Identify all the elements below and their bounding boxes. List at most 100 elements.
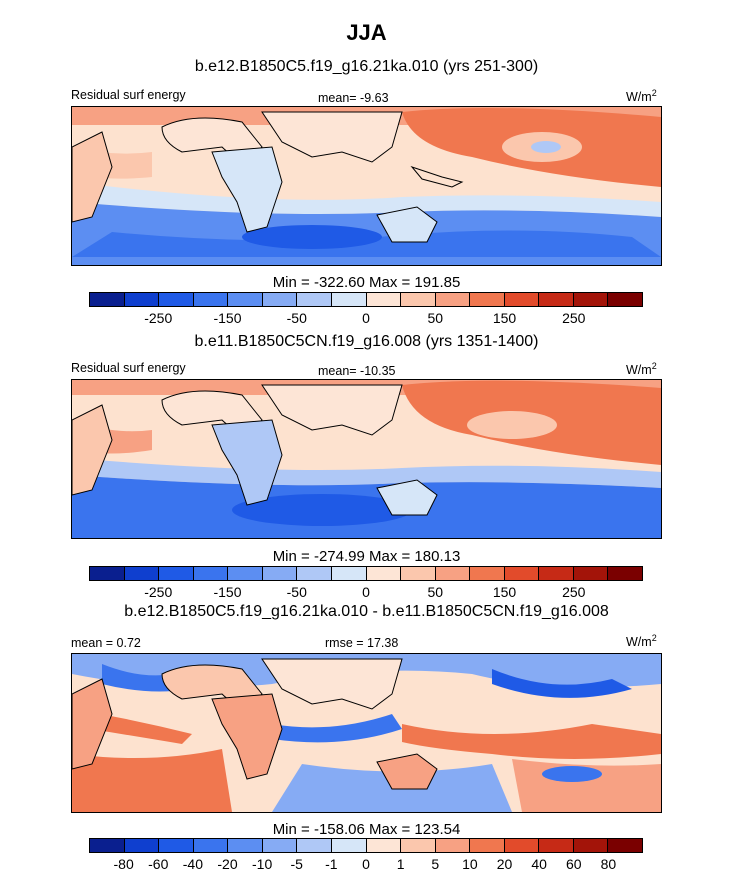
colorbar-cell [193,839,229,852]
colorbar-cell [504,567,540,580]
colorbar-tick-label: 50 [427,584,444,600]
panel-3-center-label: rmse = 17.38 [325,636,399,650]
colorbar-tick-label: -50 [286,584,307,600]
colorbar-cell [124,567,160,580]
colorbar-tick-label: -40 [182,856,203,872]
panel-2-contour-field [72,380,661,538]
panel-3-colorbar-ticks: -80 -60 -40 -20 -10 -5 -1 0 1 5 10 20 40 60 80 [0,856,733,876]
colorbar-tick-label: -1 [325,856,338,872]
colorbar-cell [539,567,574,580]
colorbar-cell [331,293,367,306]
panel-1-left-label: Residual surf energy [71,88,186,102]
colorbar-tick-label: 250 [562,584,586,600]
colorbar-cell [470,567,505,580]
panel-1-colorbar [89,292,643,307]
colorbar-cell [159,567,194,580]
colorbar-cell [539,839,574,852]
colorbar-cell [366,839,402,852]
colorbar-tick-label: -250 [144,310,173,326]
panel-1-minmax: Min = -322.60 Max = 191.85 [272,274,461,291]
colorbar-cell [228,839,263,852]
panel-2-units: W/m2 [626,361,657,378]
colorbar-cell [90,567,125,580]
colorbar-tick-label: -150 [213,310,242,326]
colorbar-cell [297,293,332,306]
colorbar-tick-label: 250 [562,310,586,326]
colorbar-tick-label: 10 [462,856,478,872]
colorbar-cell [608,293,642,306]
colorbar-tick-label: 50 [427,310,444,326]
colorbar-tick-label: 5 [431,856,440,872]
colorbar-cell [262,839,298,852]
colorbar-cell [401,567,436,580]
panel-2-subtitle: b.e11.B1850C5CN.f19_g16.008 (yrs 1351-14… [194,333,539,350]
panel-2-minmax: Min = -274.99 Max = 180.13 [272,548,461,565]
colorbar-tick-label: -10 [252,856,273,872]
colorbar-cell [366,293,402,306]
panel-3-minmax: Min = -158.06 Max = 123.54 [272,821,461,838]
panel-1-colorbar-ticks: -250 -150 -50 0 50 150 250 [0,310,733,330]
panel-2-colorbar-ticks: -250 -150 -50 0 50 150 250 [0,584,733,604]
colorbar-tick-label: 60 [565,856,582,872]
colorbar-cell [366,567,402,580]
colorbar-tick-label: 80 [600,856,617,872]
panel-1-units: W/m2 [626,88,657,105]
colorbar-cell [331,839,367,852]
colorbar-cell [90,293,125,306]
colorbar-cell [159,293,194,306]
colorbar-cell [262,567,298,580]
colorbar-cell [608,839,642,852]
colorbar-cell [401,293,436,306]
colorbar-cell [401,839,436,852]
colorbar-cell [193,567,229,580]
panel-1-subtitle: b.e12.B1850C5.f19_g16.21ka.010 (yrs 251-… [194,58,539,75]
panel-2-left-label: Residual surf energy [71,361,186,375]
panel-2-center-label: mean= -10.35 [318,364,396,378]
colorbar-cell [124,839,160,852]
colorbar-cell [573,839,609,852]
colorbar-cell [435,567,471,580]
colorbar-cell [470,293,505,306]
colorbar-cell [608,567,642,580]
colorbar-tick-label: -50 [286,310,307,326]
colorbar-cell [228,567,263,580]
colorbar-tick-label: 150 [492,584,517,600]
colorbar-tick-label: -5 [290,856,303,872]
colorbar-tick-label: 1 [396,856,405,872]
colorbar-cell [159,839,194,852]
colorbar-cell [297,567,332,580]
colorbar-tick-label: 150 [492,310,517,326]
colorbar-cell [504,293,540,306]
panel-1-center-label: mean= -9.63 [318,91,389,105]
colorbar-cell [573,567,609,580]
panel-3-contour-field [72,654,661,812]
colorbar-tick-label: 20 [496,856,513,872]
panel-3-units: W/m2 [626,633,657,650]
colorbar-cell [193,293,229,306]
panel-1-contour-field [72,107,661,265]
colorbar-cell [573,293,609,306]
colorbar-cell [90,839,125,852]
colorbar-tick-label: -150 [213,584,242,600]
colorbar-tick-label: 0 [362,310,370,326]
colorbar-tick-label: 0 [362,856,370,872]
panel-3-left-label: mean = 0.72 [71,636,141,650]
colorbar-tick-label: -20 [217,856,238,872]
colorbar-cell [228,293,263,306]
colorbar-cell [124,293,160,306]
colorbar-cell [504,839,540,852]
panel-3-colorbar [89,838,643,853]
panel-3-subtitle: b.e12.B1850C5.f19_g16.21ka.010 - b.e11.B… [124,603,609,620]
colorbar-tick-label: 0 [362,584,370,600]
colorbar-cell [262,293,298,306]
colorbar-tick-label: -80 [113,856,134,872]
panel-2-map [71,379,662,539]
colorbar-cell [435,839,471,852]
figure-title: JJA [346,20,387,45]
panel-2-colorbar [89,566,643,581]
colorbar-cell [470,839,505,852]
colorbar-cell [297,839,332,852]
colorbar-cell [435,293,471,306]
colorbar-tick-label: -60 [148,856,169,872]
colorbar-tick-label: -250 [144,584,173,600]
